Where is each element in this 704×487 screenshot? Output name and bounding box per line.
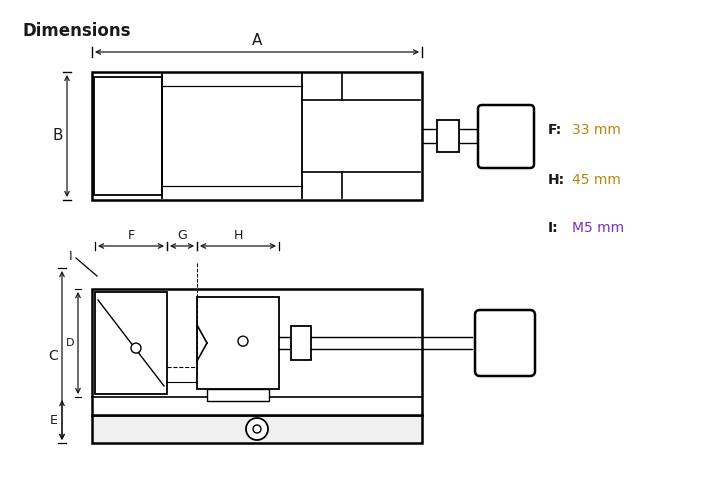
Text: H: H bbox=[233, 229, 243, 242]
Circle shape bbox=[246, 418, 268, 440]
Bar bbox=[207, 389, 269, 401]
Circle shape bbox=[131, 343, 141, 353]
Bar bbox=[92, 415, 422, 443]
Circle shape bbox=[253, 425, 261, 433]
Bar bbox=[94, 77, 162, 195]
Text: H:: H: bbox=[548, 173, 565, 187]
Text: C: C bbox=[49, 349, 58, 362]
Bar bbox=[92, 289, 422, 415]
Text: F:: F: bbox=[548, 123, 562, 137]
Text: M5 mm: M5 mm bbox=[572, 221, 624, 235]
Text: I: I bbox=[68, 249, 72, 262]
Text: E: E bbox=[50, 413, 58, 427]
Text: Dimensions: Dimensions bbox=[22, 22, 130, 40]
Bar bbox=[291, 326, 311, 360]
Text: F: F bbox=[127, 229, 134, 242]
FancyBboxPatch shape bbox=[475, 310, 535, 376]
Bar bbox=[437, 120, 459, 152]
Text: 33 mm: 33 mm bbox=[572, 123, 621, 137]
Text: G: G bbox=[177, 229, 187, 242]
Bar bbox=[197, 297, 279, 389]
Text: D: D bbox=[65, 338, 74, 348]
Text: 45 mm: 45 mm bbox=[572, 173, 621, 187]
Bar bbox=[92, 72, 422, 200]
Circle shape bbox=[238, 336, 248, 346]
Text: I:: I: bbox=[548, 221, 559, 235]
Text: A: A bbox=[252, 33, 262, 48]
FancyBboxPatch shape bbox=[478, 105, 534, 168]
Bar bbox=[100, 397, 414, 415]
Text: B: B bbox=[53, 129, 63, 144]
Bar bbox=[95, 292, 167, 394]
